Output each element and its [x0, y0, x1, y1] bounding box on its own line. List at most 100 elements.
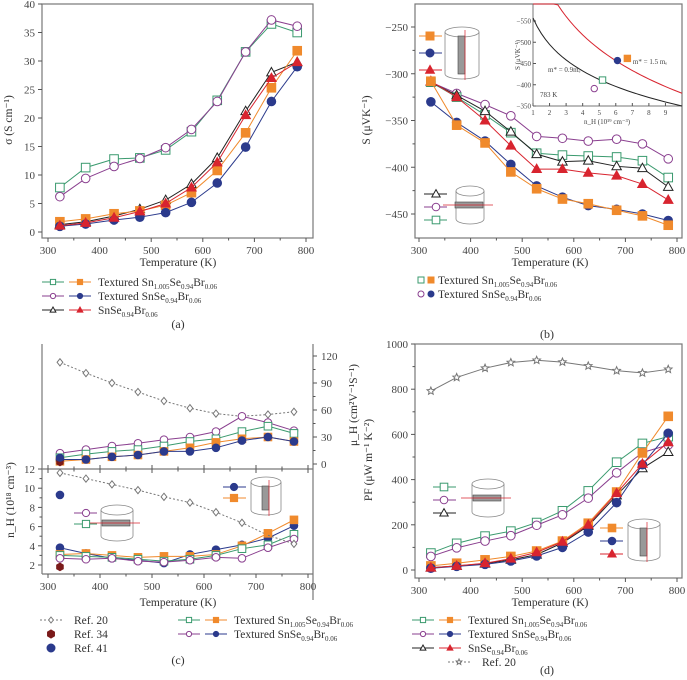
bottom-ref-point-1: [55, 490, 65, 500]
series-3-point: [556, 163, 569, 174]
top-series-2-line: [59, 425, 295, 459]
panel-label: (b): [540, 327, 554, 341]
series-3-point: [266, 82, 277, 93]
legend-item-2-open-marker: [49, 305, 57, 313]
x-tick-label: 500: [514, 245, 531, 257]
bottom-series-0-point: [212, 507, 220, 517]
legend-item-1-label: Textured SnSe0.94Br0.06: [468, 629, 572, 643]
legend-filled-marker: [427, 276, 435, 284]
right-y-axis-label: μ_H (cm²V⁻¹S⁻¹): [348, 364, 360, 446]
y-tick-label: 0: [403, 565, 409, 577]
legend-item-1-filled-marker: [446, 630, 454, 638]
inset-curve-heavy-mass: [533, 3, 683, 94]
inplot-legend-marker: [229, 493, 239, 503]
bottom-series-0-point: [82, 474, 90, 484]
top-series-0-point: [186, 403, 194, 413]
legend-item-0-filled-marker: [446, 616, 454, 624]
inset-x-tick-label: 5: [597, 109, 601, 117]
series-6-point: [425, 561, 437, 572]
series-4-point: [637, 448, 648, 458]
panel-a-conductivity: 300 400 500 600 700 800 0 5 10 15 20 25 30 35 40 σ (S c…: [3, 0, 315, 331]
x-tick-label: 400: [462, 585, 479, 597]
series-2-point: [636, 162, 649, 173]
panel-label: (c): [171, 653, 184, 667]
legend-item-1-open-marker: [419, 630, 427, 638]
series-6-point: [611, 487, 623, 498]
inset-point: [613, 56, 622, 65]
y-tick-label: 15: [24, 142, 36, 154]
series-0-point: [506, 111, 516, 121]
x-tick-label: 300: [411, 585, 428, 597]
top-series-0-point: [56, 357, 64, 367]
top-series-1-line: [59, 415, 295, 454]
series-6-point: [505, 552, 517, 563]
series-6-point: [636, 457, 649, 468]
legend-item-0-open-marker: [49, 278, 57, 286]
series-5-point: [291, 56, 303, 67]
inset-y-tick-label: −350: [517, 103, 532, 111]
legend-ref-3-label: Ref. 20: [482, 657, 516, 669]
top-series-1-point: [237, 412, 247, 421]
series-3-point: [292, 45, 303, 56]
inset-heavy-mass-label: m* = 1.5 mₑ: [633, 58, 667, 66]
bottom-ref-point-0: [56, 562, 64, 572]
inset-x-tick-label: 1: [531, 109, 535, 117]
y-tick-label: 6: [30, 522, 36, 534]
series-0-point: [425, 385, 436, 396]
series-5-point: [637, 211, 648, 221]
x-tick-label: 700: [617, 245, 634, 257]
series-3-point: [505, 139, 517, 150]
sample-orientation-vertical-icon: [627, 518, 661, 562]
inplot-legend-marker: [439, 482, 449, 492]
inset-plot: 1 2 3 4 5 6 7 8 9 −550 −500 −450 −400 −350 S (μVK⁻¹) n_…: [514, 3, 683, 126]
bottom-series-4-point: [107, 553, 117, 563]
bottom-series-4-point: [81, 554, 91, 564]
series-1-point: [611, 457, 622, 467]
y-tick-label: 400: [392, 475, 409, 487]
x-axis-label: Temperature (K): [140, 597, 217, 609]
y-tick-label: 0: [30, 227, 36, 239]
legend-item-3-filled-marker: [212, 616, 220, 624]
series-5-point: [451, 120, 462, 130]
series-2-point: [506, 530, 516, 541]
right-y-tick-label: 30: [321, 432, 333, 444]
x-tick-label: 400: [462, 245, 479, 257]
legend-ref-1-marker: [47, 629, 55, 639]
series-4-point: [212, 178, 223, 188]
series-1-point: [611, 152, 622, 162]
series-1-point: [135, 153, 145, 164]
series-0-point: [451, 372, 462, 382]
y-tick-label: 10: [24, 483, 36, 495]
bottom-series-3-point: [237, 544, 247, 553]
bottom-series-4-point: [237, 553, 247, 563]
top-series-2-point: [237, 427, 247, 436]
series-2-line: [430, 81, 669, 188]
bottom-series-4-point: [185, 555, 195, 565]
series-2-point: [557, 510, 568, 520]
sample-bar-vertical: [639, 527, 648, 557]
bottom-series-0-point: [108, 479, 116, 489]
series-2-line: [59, 61, 298, 226]
inplot-legend-marker: [425, 48, 435, 58]
series-0-point: [531, 354, 542, 365]
series-5-point: [583, 527, 594, 537]
x-tick-label: 400: [92, 581, 109, 593]
series-3-point: [662, 194, 674, 204]
bottom-series-0-point: [238, 518, 246, 528]
series-5-point: [80, 216, 92, 227]
sample-orientation-horizontal-icon: [90, 504, 140, 542]
inplot-legend-marker: [431, 202, 441, 212]
inplot-legend-marker: [229, 482, 239, 492]
top-series-4-point: [159, 447, 169, 456]
top-series-4-point: [237, 436, 247, 445]
bottom-series-1-line: [59, 525, 295, 564]
series-4-point: [426, 97, 436, 107]
x-tick-label: 500: [514, 585, 531, 597]
series-1-point: [109, 161, 119, 172]
series-0-point: [557, 356, 568, 367]
series-0-point: [637, 139, 648, 149]
inplot-legend-marker: [430, 188, 442, 198]
series-4-point: [160, 207, 171, 218]
bottom-series-4-point: [211, 553, 221, 562]
series-2-point: [451, 543, 462, 553]
